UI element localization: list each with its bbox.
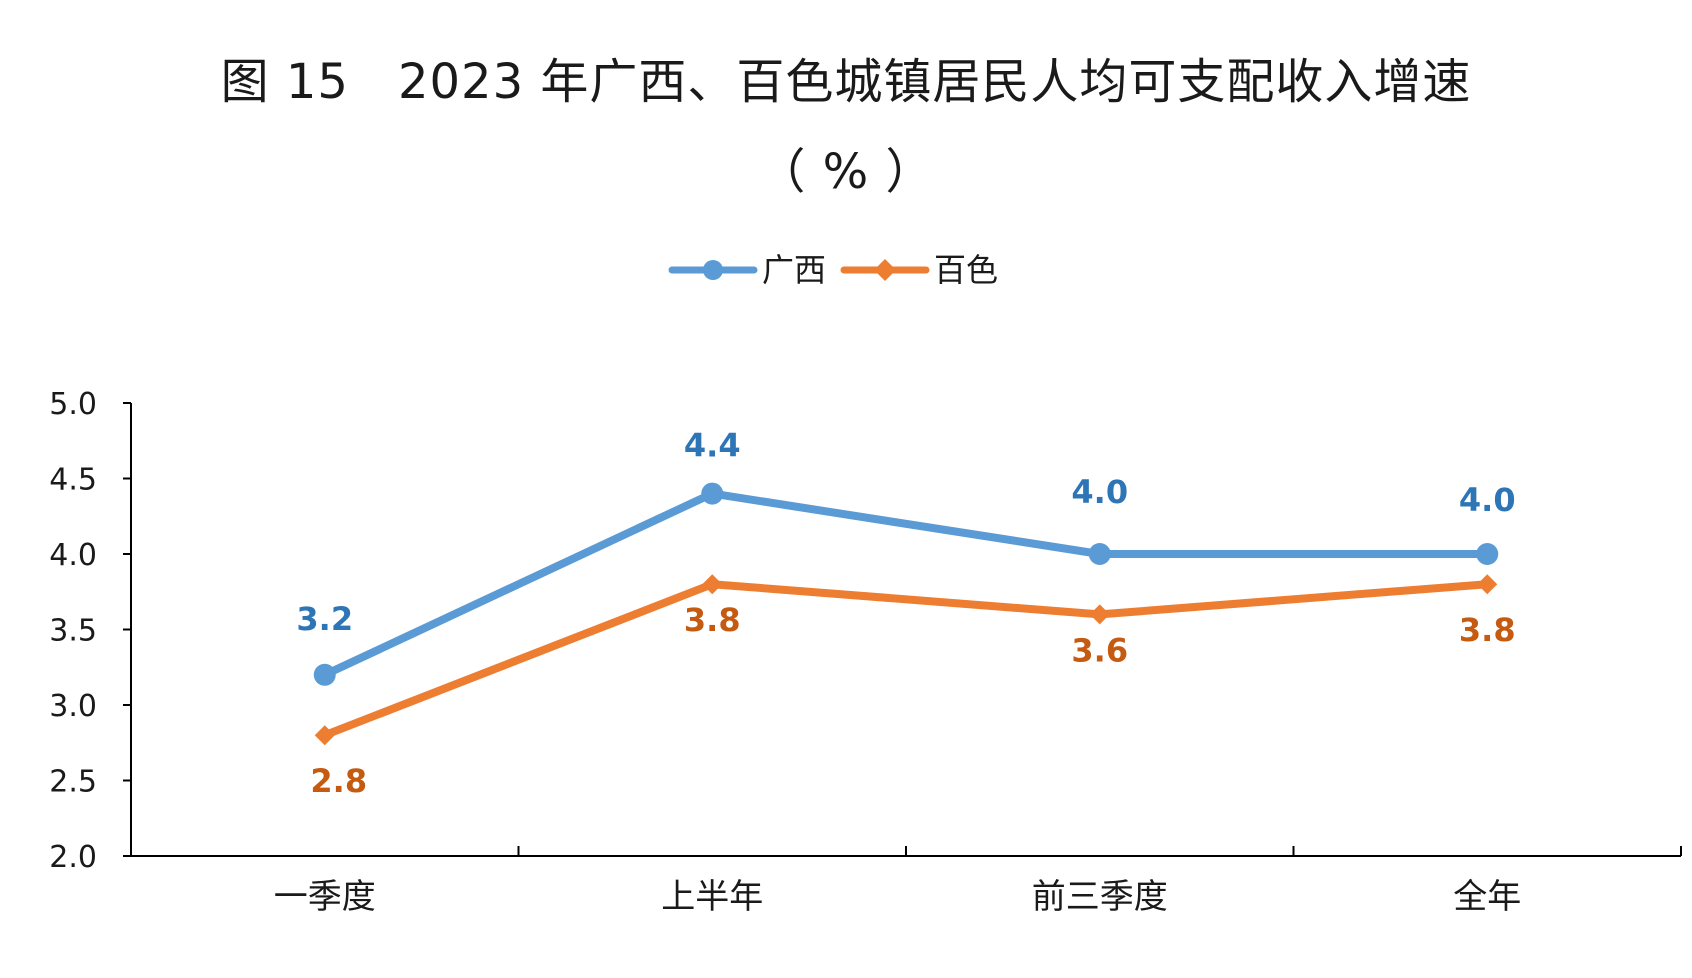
- data-point-baise: [1089, 604, 1110, 625]
- data-label-guangxi: 4.4: [684, 427, 741, 465]
- unit-label: （ % ）: [757, 144, 935, 200]
- x-tick-label: 一季度: [274, 877, 376, 917]
- legend-marker-guangxi: [668, 260, 758, 280]
- y-tick-label: 4.5: [49, 463, 97, 498]
- legend-label-baise: 百色: [934, 251, 999, 289]
- data-point-guangxi: [313, 663, 336, 686]
- data-point-guangxi: [1088, 543, 1111, 565]
- legend-item-guangxi: 广西: [668, 248, 838, 292]
- data-point-baise: [1477, 574, 1498, 595]
- x-tick-label: 上半年: [661, 877, 763, 917]
- y-tick-label: 2.5: [49, 765, 97, 800]
- legend-marker-baise: [840, 259, 930, 281]
- data-label-guangxi: 3.2: [296, 600, 353, 638]
- x-tick-label: 前三季度: [1032, 877, 1168, 917]
- y-tick-label: 3.0: [49, 689, 97, 724]
- y-tick-label: 3.5: [49, 614, 97, 649]
- y-tick-label: 5.0: [49, 387, 97, 422]
- data-point-baise: [702, 574, 723, 595]
- data-point-guangxi: [1476, 543, 1499, 565]
- data-label-guangxi: 4.0: [1071, 473, 1128, 511]
- legend-item-baise: 百色: [840, 248, 1010, 292]
- data-label-baise: 2.8: [310, 762, 367, 800]
- data-label-guangxi: 4.0: [1459, 481, 1516, 519]
- data-label-baise: 3.8: [684, 601, 741, 639]
- chart-title: 图 15 2023 年广西、百色城镇居民人均可支配收入增速: [220, 54, 1472, 110]
- y-tick-label: 4.0: [49, 538, 97, 573]
- y-tick-label: 2.0: [49, 840, 97, 875]
- legend: 广西 百色: [0, 248, 1692, 292]
- series-line-baise: [320, 580, 1492, 740]
- legend-label-guangxi: 广西: [762, 251, 827, 289]
- data-point-guangxi: [701, 482, 724, 505]
- data-label-baise: 3.6: [1071, 631, 1128, 669]
- series-line-guangxi: [320, 489, 1492, 679]
- data-label-baise: 3.8: [1459, 611, 1516, 649]
- x-tick-label: 全年: [1453, 877, 1521, 917]
- data-point-baise: [314, 725, 335, 746]
